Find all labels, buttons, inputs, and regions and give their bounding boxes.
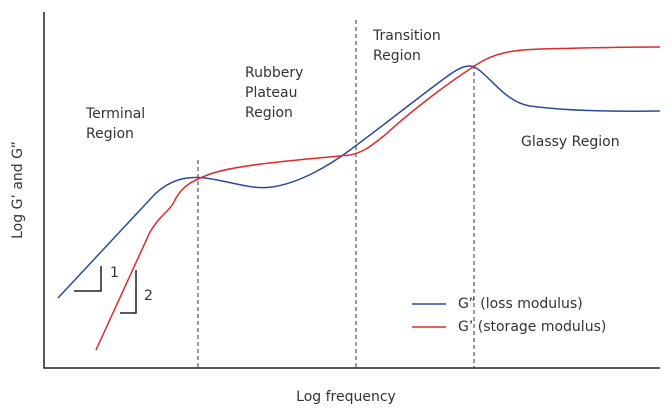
slope-label: 2: [144, 288, 153, 304]
region-label: Transition: [372, 28, 441, 44]
region-label: Terminal: [85, 106, 145, 122]
axes: [43, 12, 660, 369]
storage-modulus-curve: [95, 46, 661, 351]
region-label: Rubbery: [245, 65, 303, 81]
region-label: Region: [373, 48, 421, 64]
region-label: Region: [86, 126, 134, 142]
y-axis-label: Log G’ and G”: [10, 141, 26, 239]
slope-marker: [74, 266, 102, 292]
region-label: Region: [245, 105, 293, 121]
slope-marker: [120, 270, 137, 314]
x-axis-label: Log frequency: [296, 389, 396, 405]
legend-label: G” (loss modulus): [458, 296, 583, 312]
region-label: Glassy Region: [521, 134, 620, 150]
region-label: Plateau: [245, 85, 297, 101]
legend-label: G’ (storage modulus): [458, 319, 606, 335]
slope-label: 1: [110, 265, 119, 281]
loss-modulus-curve: [57, 65, 661, 299]
